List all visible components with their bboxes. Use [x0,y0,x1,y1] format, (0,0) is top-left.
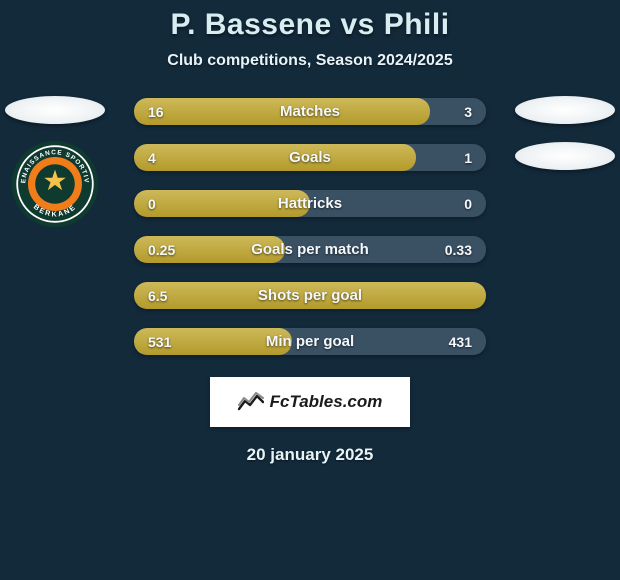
right-team-slot [510,142,620,170]
player-ellipse-icon [515,96,615,124]
comparison-row: 16 Matches 3 [0,98,620,125]
stat-bar: 531 Min per goal 431 [134,328,486,355]
player-ellipse-icon [515,142,615,170]
stat-bar: 6.5 Shots per goal [134,282,486,309]
stat-label: Shots per goal [134,282,486,309]
stat-right-value: 0.33 [445,236,472,263]
comparison-row: 531 Min per goal 431 [0,328,620,355]
page-subtitle: Club competitions, Season 2024/2025 [167,52,452,70]
stat-label: Goals per match [134,236,486,263]
stat-label: Hattricks [134,190,486,217]
brand-box: FcTables.com [210,377,410,427]
brand-lines-icon [238,392,264,412]
page-title: P. Bassene vs Phili [170,8,449,42]
stat-right-value: 0 [464,190,472,217]
brand-text: FcTables.com [270,392,383,412]
comparison-row: 0.25 Goals per match 0.33 [0,236,620,263]
left-player-slot [0,96,110,124]
right-player-slot [510,96,620,124]
left-team-slot: RENAISSANCE SPORTIVE BERKANE [0,134,110,234]
stat-label: Matches [134,98,486,125]
stat-bar: 4 Goals 1 [134,144,486,171]
player-ellipse-icon [5,96,105,124]
team-badge-icon: RENAISSANCE SPORTIVE BERKANE [5,134,105,234]
stat-right-value: 1 [464,144,472,171]
date-line: 20 january 2025 [247,445,374,465]
stat-bar: 16 Matches 3 [134,98,486,125]
comparison-row: 6.5 Shots per goal [0,282,620,309]
stat-right-value: 3 [464,98,472,125]
stat-label: Goals [134,144,486,171]
stat-bar: 0.25 Goals per match 0.33 [134,236,486,263]
comparison-row: 0 Hattricks 0 [0,190,620,217]
stat-bar: 0 Hattricks 0 [134,190,486,217]
comparison-rows: 16 Matches 3 [0,98,620,355]
stat-right-value: 431 [449,328,472,355]
stat-label: Min per goal [134,328,486,355]
comparison-row: RENAISSANCE SPORTIVE BERKANE 4 Goals 1 [0,144,620,171]
